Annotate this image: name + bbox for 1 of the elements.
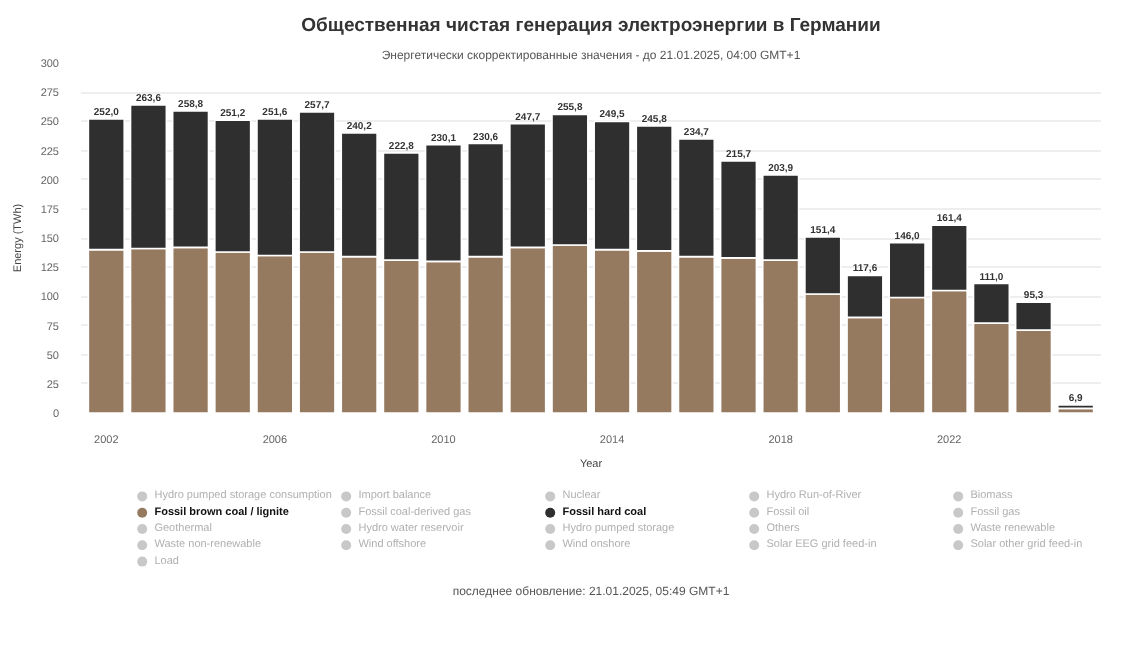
chart-title: Общественная чистая генерация электроэнергии в Германии — [301, 15, 881, 37]
